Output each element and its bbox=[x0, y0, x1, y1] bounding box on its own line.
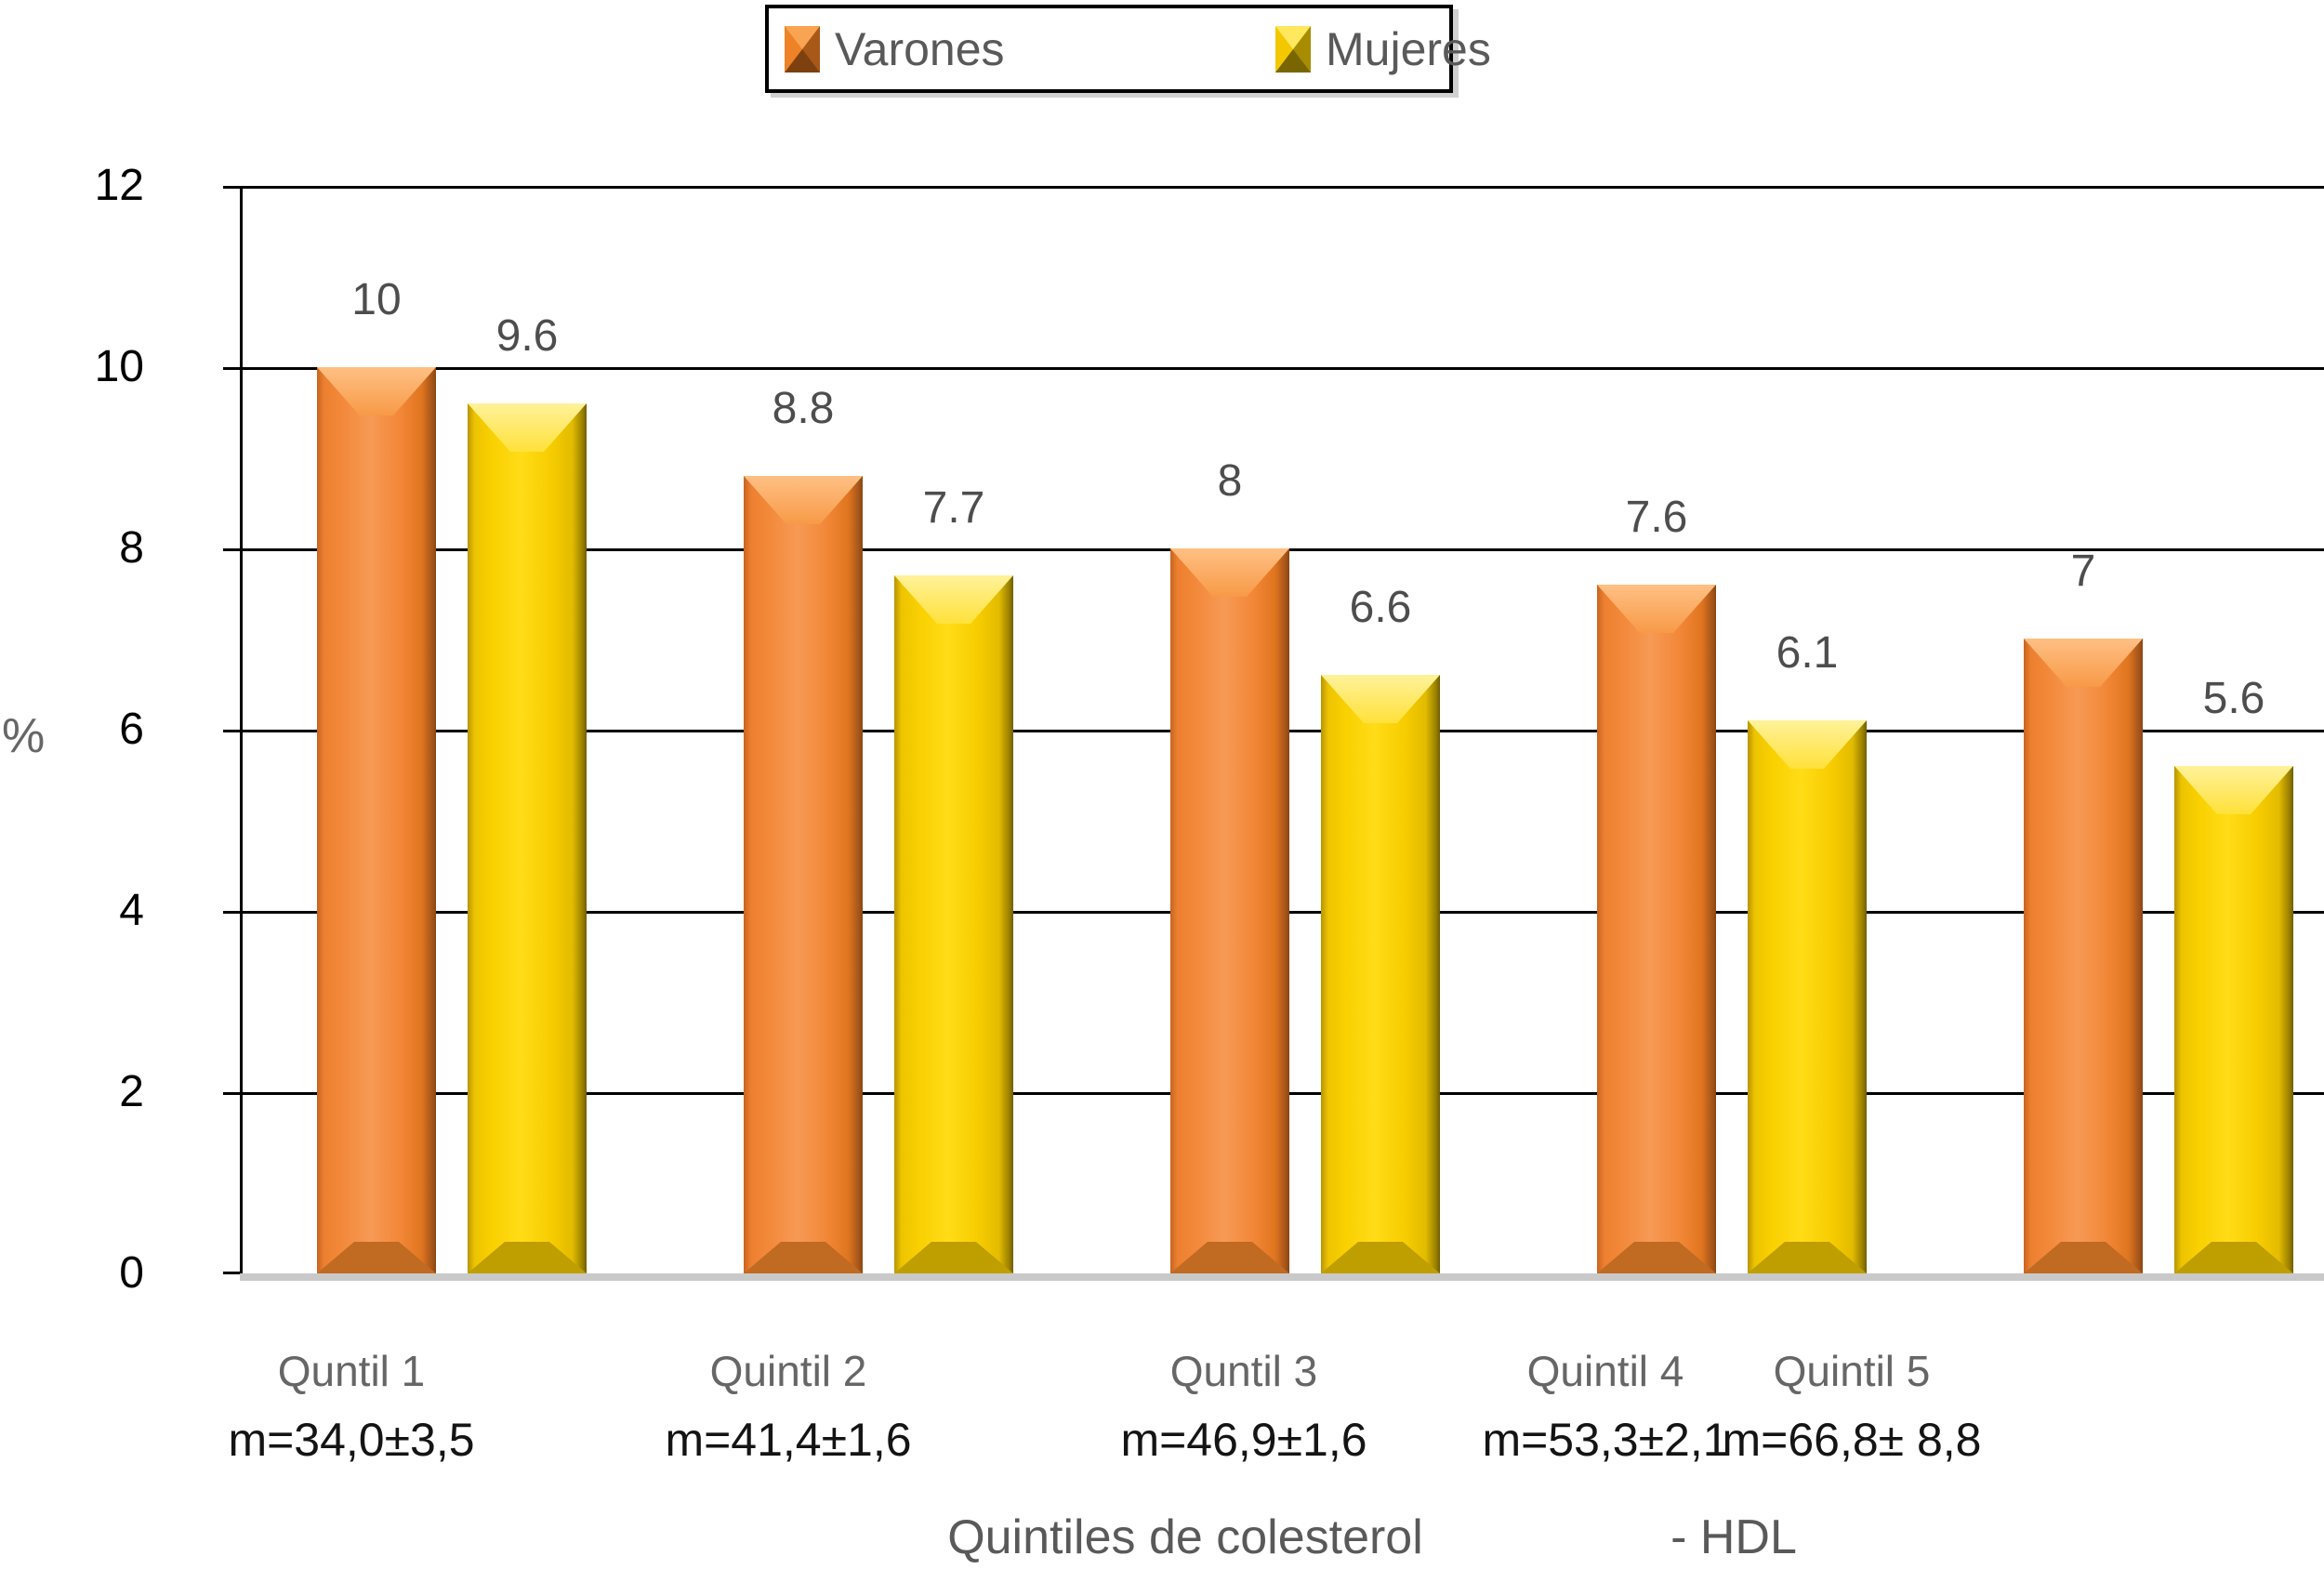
bar-mujeres-q4 bbox=[1748, 720, 1867, 1273]
category-label-q3: Quntil 3 bbox=[1169, 1347, 1318, 1395]
bar-mujeres-q2 bbox=[894, 575, 1013, 1273]
bar-varones-q4 bbox=[1597, 585, 1716, 1273]
mean-label-q1: m=34,0±3,5 bbox=[228, 1414, 475, 1466]
value-label-mujeres-q3: 6.6 bbox=[1349, 583, 1412, 632]
category-label-q2: Quintil 2 bbox=[709, 1347, 867, 1395]
bar-face bbox=[1321, 675, 1440, 1273]
bar-mujeres-q5 bbox=[2174, 766, 2293, 1273]
value-label-mujeres-q2: 7.7 bbox=[922, 483, 985, 533]
varones-swatch-icon bbox=[785, 25, 820, 73]
value-label-mujeres-q1: 9.6 bbox=[495, 311, 559, 361]
plot-top-border bbox=[240, 186, 2324, 189]
x-axis-line bbox=[240, 1273, 2324, 1281]
bar-face bbox=[744, 476, 863, 1273]
value-label-varones-q2: 8.8 bbox=[772, 384, 835, 433]
plot-area: 10 9.6 8.8 7.7 8 bbox=[223, 186, 2324, 1281]
value-label-mujeres-q5: 5.6 bbox=[2202, 674, 2265, 723]
bar-face bbox=[894, 575, 1013, 1273]
category-label-q4: Quintil 4 bbox=[1526, 1347, 1684, 1395]
ytick-mark-0 bbox=[223, 1272, 240, 1274]
x-axis-title-suffix: - HDL bbox=[1670, 1510, 1797, 1564]
mean-label-q5: m=66,8± 8,8 bbox=[1722, 1414, 1982, 1466]
value-label-mujeres-q4: 6.1 bbox=[1776, 628, 1839, 678]
ytick-12: 12 bbox=[94, 161, 144, 210]
mujeres-swatch-icon bbox=[1275, 25, 1311, 73]
bar-varones-q5 bbox=[2024, 639, 2143, 1273]
x-axis-title: Quintiles de colesterol bbox=[947, 1510, 1423, 1564]
gridline-10 bbox=[240, 367, 2324, 370]
bar-mujeres-q1 bbox=[468, 403, 587, 1273]
mean-label-q3: m=46,9±1,6 bbox=[1120, 1414, 1367, 1466]
ytick-8: 8 bbox=[119, 523, 144, 573]
ytick-mark-4 bbox=[223, 911, 240, 914]
bar-face bbox=[317, 367, 436, 1273]
bar-varones-q3 bbox=[1170, 548, 1289, 1273]
bar-face bbox=[1597, 585, 1716, 1273]
y-axis-label: % bbox=[2, 709, 46, 763]
value-label-varones-q1: 10 bbox=[351, 275, 402, 324]
legend-item-varones: Varones bbox=[785, 8, 1005, 89]
value-label-varones-q3: 8 bbox=[1217, 456, 1243, 506]
legend: Varones Mujeres bbox=[765, 5, 1491, 93]
bar-varones-q1 bbox=[317, 367, 436, 1273]
mean-label-q2: m=41,4±1,6 bbox=[665, 1414, 912, 1466]
ytick-mark-10 bbox=[223, 367, 240, 370]
legend-label-mujeres: Mujeres bbox=[1326, 22, 1491, 75]
bar-face bbox=[468, 403, 587, 1273]
legend-label-varones: Varones bbox=[835, 22, 1005, 75]
ytick-mark-6 bbox=[223, 730, 240, 732]
ytick-0: 0 bbox=[119, 1248, 144, 1298]
ytick-6: 6 bbox=[119, 705, 144, 754]
bar-face bbox=[1748, 720, 1867, 1273]
ytick-2: 2 bbox=[119, 1067, 144, 1116]
ytick-4: 4 bbox=[119, 886, 144, 935]
bar-face bbox=[2174, 766, 2293, 1273]
ytick-mark-2 bbox=[223, 1092, 240, 1095]
ytick-mark-12 bbox=[223, 186, 240, 189]
category-label-q1: Quntil 1 bbox=[277, 1347, 426, 1395]
value-label-varones-q4: 7.6 bbox=[1625, 493, 1688, 542]
bar-varones-q2 bbox=[744, 476, 863, 1273]
bar-mujeres-q3 bbox=[1321, 675, 1440, 1273]
value-label-varones-q5: 7 bbox=[2070, 547, 2096, 596]
ytick-10: 10 bbox=[94, 342, 144, 391]
category-label-q5: Quintil 5 bbox=[1773, 1347, 1931, 1395]
ytick-mark-8 bbox=[223, 548, 240, 551]
mean-label-q4: m=53,3±2,1 bbox=[1482, 1414, 1729, 1466]
legend-item-mujeres: Mujeres bbox=[1275, 8, 1491, 89]
bar-face bbox=[1170, 548, 1289, 1273]
bar-face bbox=[2024, 639, 2143, 1273]
